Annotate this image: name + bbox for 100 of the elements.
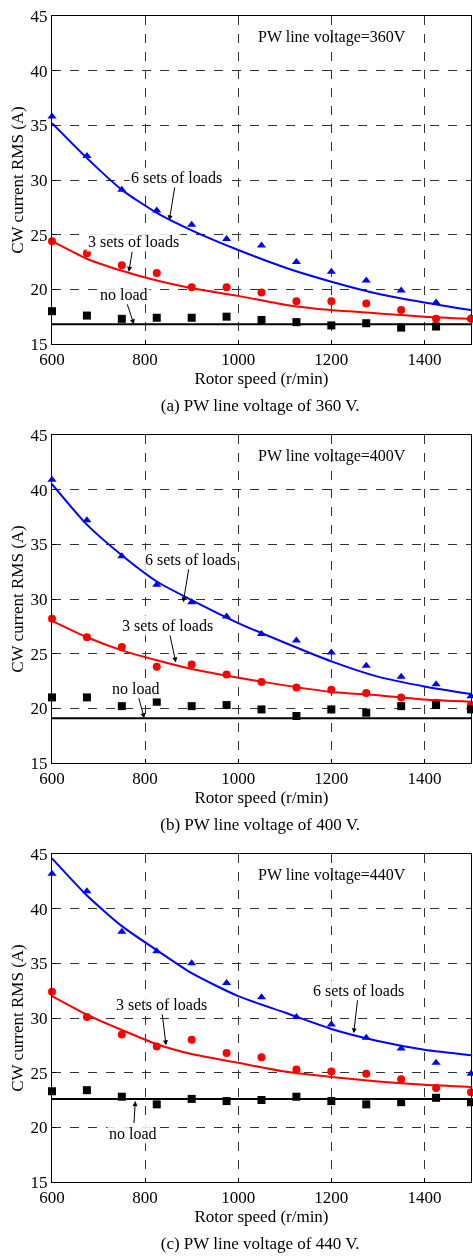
point [152, 313, 161, 322]
y-tick-label: 40 [30, 480, 48, 500]
point [292, 297, 301, 306]
point [397, 323, 406, 332]
point [397, 306, 406, 315]
point [187, 702, 196, 711]
point [292, 1092, 301, 1101]
text: (c) PW line voltage of 440 V. [160, 1233, 360, 1253]
point [292, 683, 301, 692]
annotation: 6 sets of loads [131, 169, 223, 186]
point [327, 297, 336, 306]
point [362, 1069, 371, 1078]
point [82, 311, 91, 320]
point [396, 1044, 406, 1051]
point [257, 315, 266, 324]
point [257, 705, 266, 714]
y-axis-title: CW current RMS (A) [8, 106, 28, 254]
point [82, 1086, 91, 1095]
annotation: no load [112, 680, 160, 697]
point [327, 321, 336, 330]
point [397, 702, 406, 711]
point [117, 927, 127, 934]
point [187, 660, 196, 669]
annotation: no load [100, 286, 148, 303]
y-tick-label: 45 [30, 6, 48, 26]
x-tick-label: 1400 [407, 769, 442, 789]
point [152, 206, 162, 213]
annotation: 3 sets of loads [116, 996, 208, 1013]
line-series [52, 857, 471, 1057]
point [82, 1012, 91, 1021]
y-tick-label: 25 [30, 1063, 48, 1083]
point [222, 670, 231, 679]
point [432, 314, 441, 323]
point [187, 598, 197, 605]
point [117, 1092, 126, 1101]
annotation: 3 sets of loads [122, 617, 214, 634]
text: (a) PW line voltage of 360 V. [160, 395, 360, 415]
x-tick-label: 1400 [407, 1188, 442, 1208]
point [362, 708, 371, 717]
y-tick-label: 45 [30, 425, 48, 445]
point [82, 633, 91, 642]
y-axis-title: CW current RMS (A) [8, 525, 28, 673]
x-tick-label: 1000 [221, 350, 256, 370]
point [152, 268, 161, 277]
point [82, 151, 92, 158]
point [222, 1048, 231, 1057]
y-tick-label: 20 [30, 280, 48, 300]
y-tick-label: 45 [30, 844, 48, 864]
point [152, 1042, 161, 1051]
point [327, 705, 336, 714]
x-tick-label: 800 [132, 350, 158, 370]
annotation: 6 sets of loads [313, 982, 405, 999]
point [362, 319, 371, 328]
x-tick-label: 1000 [221, 1188, 256, 1208]
x-tick-label: 1200 [314, 1188, 349, 1208]
point [187, 283, 196, 292]
point [326, 1020, 336, 1027]
point [117, 1030, 126, 1039]
text: (b) PW line voltage of 400 V. [160, 814, 361, 834]
point [257, 678, 266, 687]
point [152, 1100, 161, 1109]
point [257, 288, 266, 297]
annotation: 6 sets of loads [145, 551, 237, 568]
x-tick-label: 1200 [314, 769, 349, 789]
point [361, 276, 371, 283]
point [397, 693, 406, 702]
x-tick-label: 1400 [407, 350, 442, 370]
x-axis-title: Rotor speed (r/min) [194, 369, 329, 389]
y-tick-label: 40 [30, 61, 48, 81]
point [222, 701, 231, 710]
point [397, 1075, 406, 1084]
point [117, 643, 126, 652]
y-tick-label: 30 [30, 170, 48, 190]
point [362, 689, 371, 698]
line-series [52, 122, 471, 312]
point [117, 185, 127, 192]
point [187, 313, 196, 322]
x-tick-label: 1200 [314, 350, 349, 370]
point [432, 1093, 441, 1102]
point [187, 1094, 196, 1103]
y-tick-label: 35 [30, 954, 48, 974]
y-tick-label: 20 [30, 1118, 48, 1138]
point [327, 685, 336, 694]
point [326, 648, 336, 655]
y-tick-label: 35 [30, 535, 48, 555]
point [292, 1065, 301, 1074]
point [361, 661, 371, 668]
point [117, 261, 126, 270]
annotation: PW line voltage=400V [258, 447, 406, 465]
y-tick-label: 30 [30, 1008, 48, 1028]
point [396, 672, 406, 679]
point [327, 1097, 336, 1106]
annotation: PW line voltage=360V [258, 28, 406, 46]
point [222, 283, 231, 292]
x-tick-label: 800 [132, 1188, 158, 1208]
point [187, 1035, 196, 1044]
point [327, 1067, 336, 1076]
y-axis-title: CW current RMS (A) [8, 944, 28, 1092]
x-axis-title: Rotor speed (r/min) [194, 788, 329, 808]
y-tick-label: 25 [30, 644, 48, 664]
